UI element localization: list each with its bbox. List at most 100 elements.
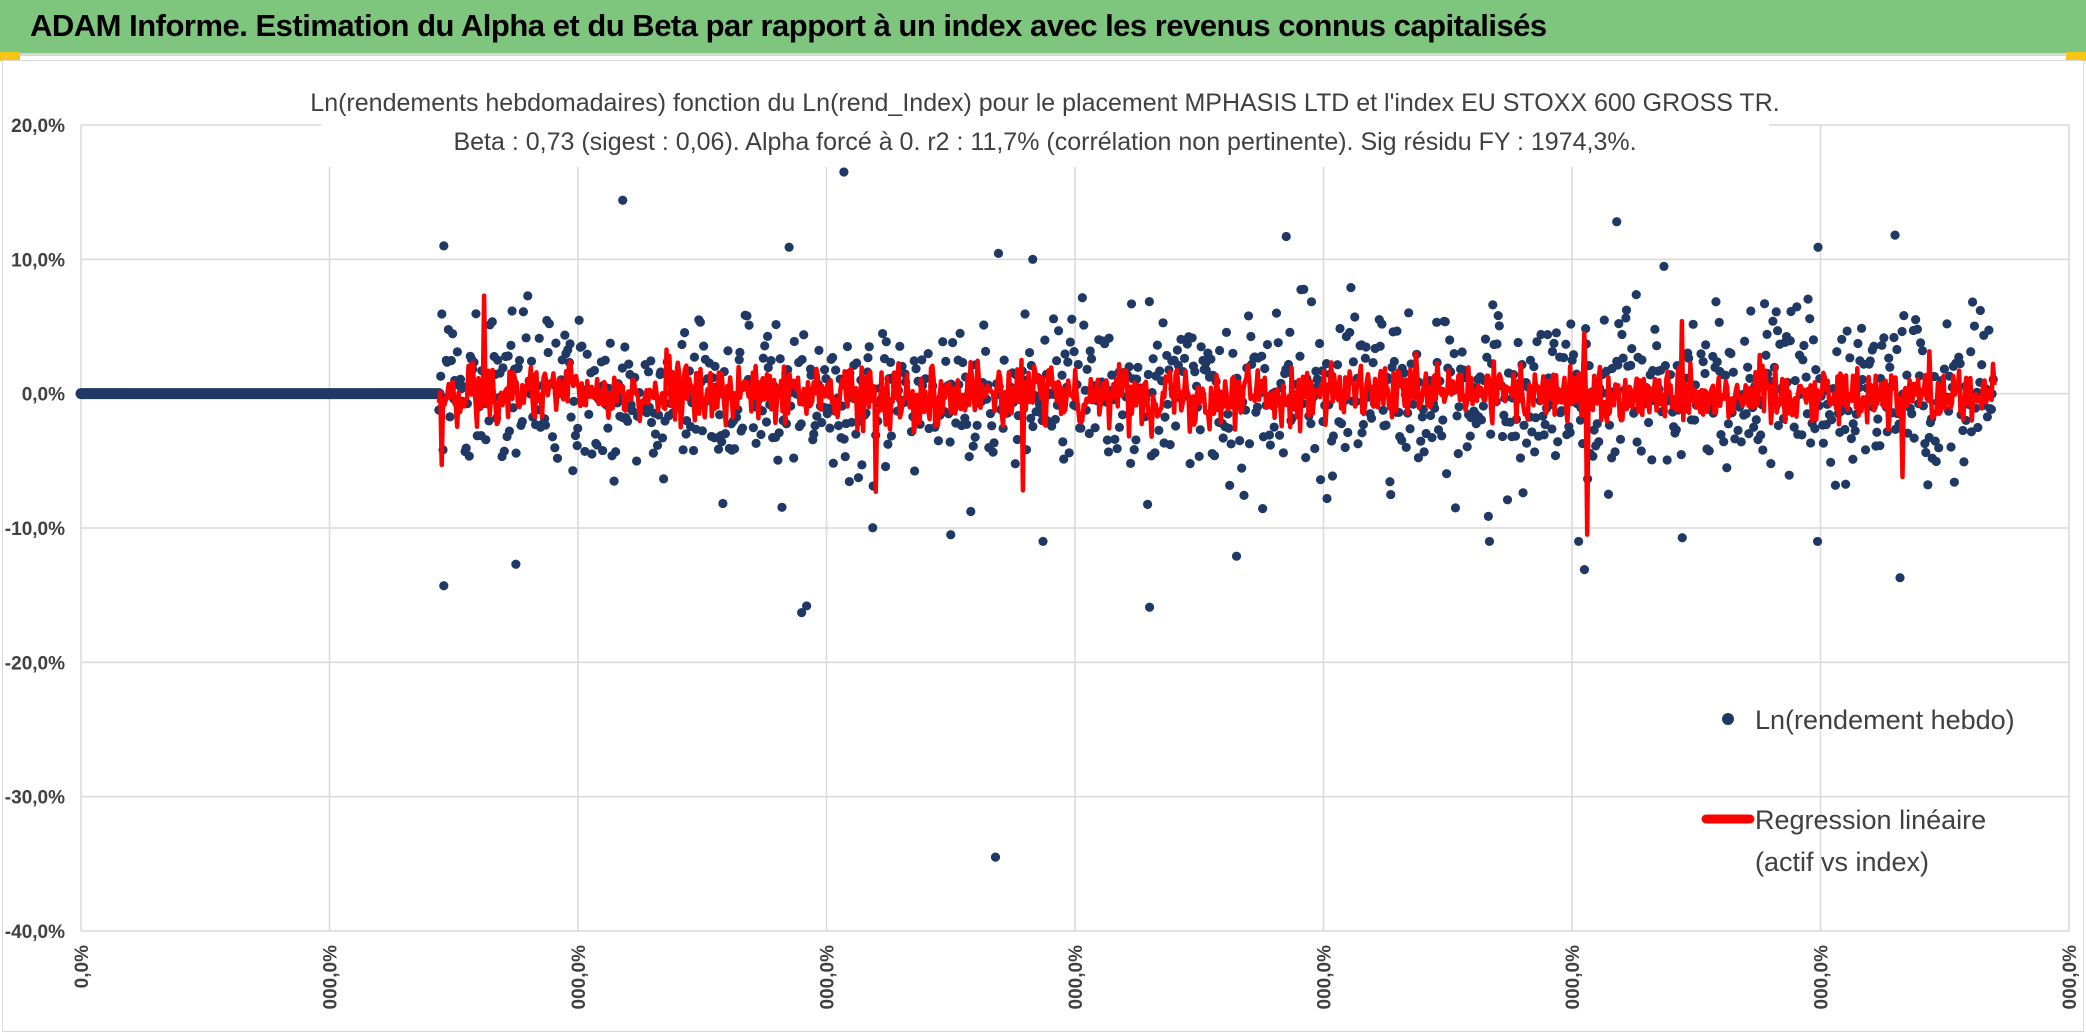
legend-regression-label-2: (actif vs index) <box>1755 847 1929 877</box>
title-background <box>321 89 1769 167</box>
data-point <box>1879 333 1889 343</box>
data-point <box>1343 427 1353 438</box>
data-point <box>1848 419 1858 429</box>
data-point <box>1912 324 1923 334</box>
data-point <box>499 446 509 456</box>
data-point <box>1917 346 1928 356</box>
regression-line <box>436 293 1997 537</box>
data-point <box>773 455 783 465</box>
data-point <box>1322 493 1332 504</box>
data-point <box>1986 404 1997 415</box>
data-point <box>1704 446 1714 456</box>
data-point <box>730 444 740 454</box>
data-point <box>1722 463 1732 473</box>
data-point <box>1084 428 1094 439</box>
data-point <box>1076 423 1086 433</box>
data-point <box>622 416 633 426</box>
data-point <box>1728 367 1738 377</box>
data-point <box>1830 480 1841 490</box>
data-point <box>821 374 831 384</box>
data-point <box>1550 450 1561 461</box>
data-point <box>851 429 861 439</box>
data-point <box>1810 424 1820 434</box>
data-point <box>1214 345 1225 356</box>
data-point <box>1848 454 1858 464</box>
data-point <box>1399 368 1409 378</box>
report-title: ADAM Informe. Estimation du Alpha et du … <box>30 8 1547 43</box>
data-point <box>1556 406 1567 416</box>
data-point <box>1417 412 1427 422</box>
data-point <box>1934 443 1944 453</box>
data-point <box>1547 424 1557 434</box>
data-point <box>1841 479 1851 489</box>
data-point <box>1510 431 1521 441</box>
data-point <box>508 403 518 413</box>
data-point <box>1939 364 1950 374</box>
legend-scatter-marker <box>1722 713 1734 725</box>
data-point <box>1350 312 1360 322</box>
data-point <box>1805 438 1816 448</box>
x-tick-label: 000,0% <box>1315 945 1336 1010</box>
data-point <box>802 601 812 611</box>
data-point <box>1114 422 1125 432</box>
data-point <box>1064 448 1074 458</box>
data-point <box>1358 419 1368 430</box>
data-point <box>1575 415 1586 425</box>
data-point <box>1698 357 1708 367</box>
data-point <box>1228 348 1238 358</box>
data-point <box>565 339 575 349</box>
data-point <box>568 466 578 476</box>
data-point <box>1969 321 1980 331</box>
data-point <box>980 346 991 356</box>
data-point <box>1335 323 1345 334</box>
data-point <box>840 451 850 462</box>
data-point <box>605 338 615 348</box>
data-point <box>990 852 1001 862</box>
data-point <box>1518 488 1528 498</box>
data-point <box>1067 314 1077 324</box>
data-point <box>1890 230 1900 240</box>
data-point <box>1857 374 1868 385</box>
data-point <box>842 341 853 352</box>
data-point <box>1798 355 1808 365</box>
data-point <box>461 443 471 453</box>
x-tick-label: 000,0% <box>1563 945 1584 1010</box>
data-point <box>1010 459 1020 469</box>
data-point <box>1416 436 1426 446</box>
data-point <box>1392 326 1402 336</box>
data-point <box>1801 372 1811 382</box>
data-point <box>1150 448 1160 458</box>
data-point <box>540 420 551 430</box>
data-point <box>1357 428 1367 438</box>
data-point <box>988 447 998 457</box>
data-point <box>1314 338 1325 349</box>
data-point <box>1102 435 1112 445</box>
data-point <box>1785 336 1795 346</box>
data-point <box>1966 427 1976 437</box>
x-tick-label: 0,0% <box>72 945 93 988</box>
data-point <box>1269 422 1279 432</box>
regression-series <box>436 293 1997 537</box>
data-point <box>1252 402 1263 412</box>
data-point <box>1812 536 1823 547</box>
data-point <box>1028 254 1038 264</box>
data-point <box>648 448 658 458</box>
data-point <box>1845 353 1855 363</box>
data-point <box>1566 319 1576 329</box>
data-point <box>580 446 590 457</box>
data-point <box>506 340 516 350</box>
data-point <box>1808 335 1819 345</box>
data-point <box>1892 344 1902 355</box>
data-point <box>1172 345 1182 355</box>
data-point <box>1368 358 1378 368</box>
data-point <box>1480 334 1491 344</box>
data-point <box>439 241 449 251</box>
data-point <box>521 333 531 343</box>
data-point <box>1090 423 1100 433</box>
data-point <box>853 473 864 483</box>
data-point <box>979 320 989 330</box>
y-tick-label: 0,0% <box>22 385 65 406</box>
data-point <box>1366 413 1377 423</box>
header-banner: ADAM Informe. Estimation du Alpha et du … <box>0 0 2086 56</box>
data-point <box>911 364 921 374</box>
